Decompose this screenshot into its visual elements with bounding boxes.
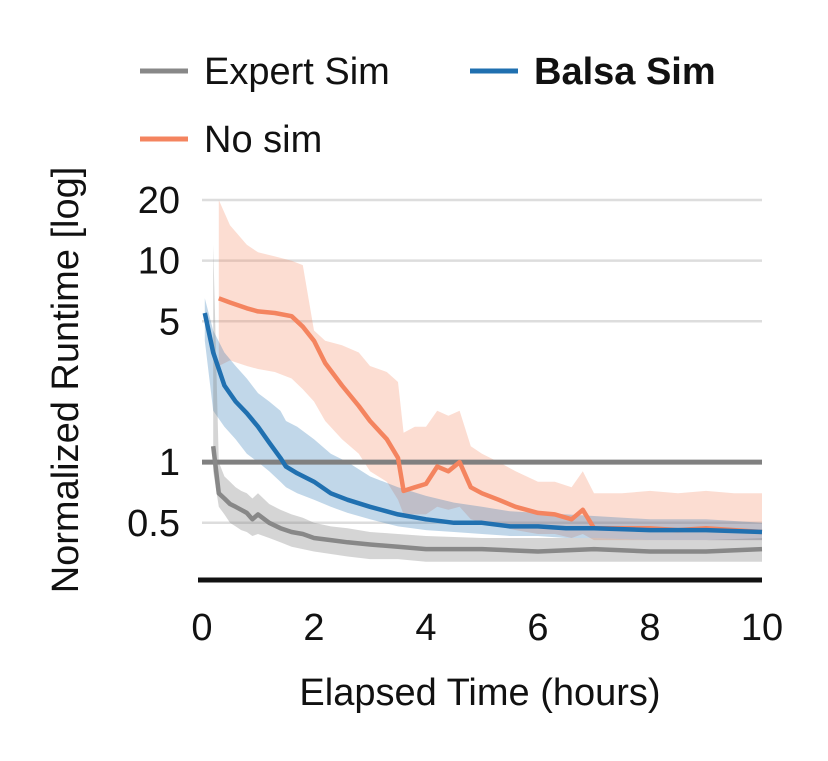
confidence-bands xyxy=(204,200,763,562)
x-tick-label: 2 xyxy=(303,607,324,649)
expert-band xyxy=(213,244,762,562)
x-tick-label: 8 xyxy=(639,607,660,649)
y-tick-label: 1 xyxy=(159,442,180,484)
y-axis-label: Normalized Runtime [log] xyxy=(45,167,87,594)
y-tick-label: 0.5 xyxy=(127,503,180,545)
x-tick-label: 0 xyxy=(191,607,212,649)
y-axis-ticks: 0.5 1 5 10 20 xyxy=(127,180,180,545)
legend-label-balsa: Balsa Sim xyxy=(534,51,716,93)
balsa-band xyxy=(204,298,763,541)
balsa-line xyxy=(202,312,763,535)
x-tick-label: 4 xyxy=(415,607,436,649)
legend-label-nosim: No sim xyxy=(204,119,322,161)
legend-label-expert: Expert Sim xyxy=(204,51,390,93)
series-lines xyxy=(202,296,763,554)
legend: Expert Sim Balsa Sim No sim xyxy=(140,51,716,161)
x-axis: 0 2 4 6 8 10 xyxy=(191,577,783,649)
y-tick-label: 5 xyxy=(159,301,180,343)
expert-line xyxy=(210,445,763,554)
y-tick-label: 10 xyxy=(138,241,180,283)
y-tick-label: 20 xyxy=(138,180,180,222)
x-tick-label: 6 xyxy=(527,607,548,649)
x-axis-label: Elapsed Time (hours) xyxy=(299,672,660,714)
x-tick-label: 10 xyxy=(741,607,783,649)
nosim-band xyxy=(218,200,763,541)
